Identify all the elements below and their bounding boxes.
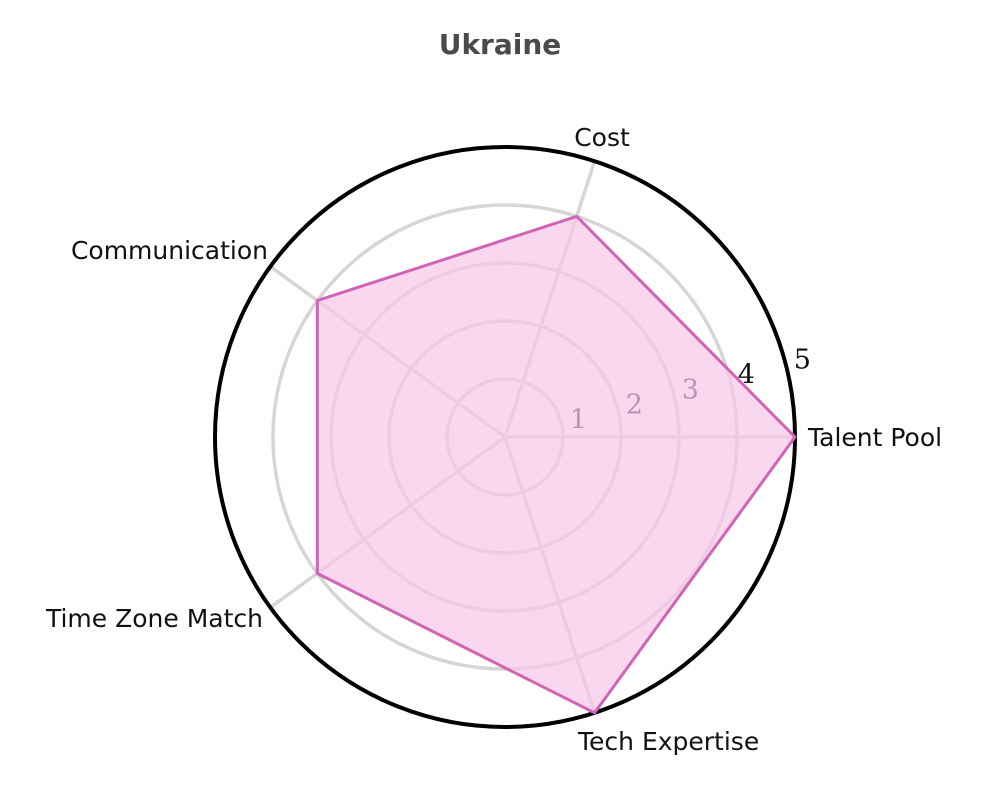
axis-label-4: Tech Expertise [577, 727, 759, 756]
axis-label-3: Time Zone Match [45, 604, 263, 633]
series-polygon-0 [315, 214, 797, 715]
axis-label-2: Communication [71, 236, 268, 265]
radial-tick-label-3: 3 [682, 375, 699, 406]
radial-tick-label-5: 5 [794, 345, 811, 376]
radial-tick-label-2: 2 [626, 390, 643, 421]
axis-label-0: Talent Pool [807, 423, 942, 452]
radial-tick-label-1: 1 [570, 405, 587, 436]
axis-labels: Talent Pool Cost Communication Time Zone Ma… [45, 123, 942, 756]
radial-tick-label-4: 4 [738, 360, 755, 391]
radar-series [315, 214, 797, 715]
radial-tick-labels: 1 2 3 4 5 [570, 345, 811, 436]
chart-title: Ukraine [439, 28, 562, 61]
axis-label-1: Cost [574, 123, 630, 152]
